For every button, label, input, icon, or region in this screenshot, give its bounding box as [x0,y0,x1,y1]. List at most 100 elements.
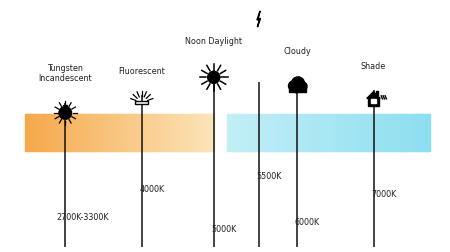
Bar [234,115,236,151]
Bar [236,115,238,151]
Bar [201,115,203,151]
Bar [209,115,211,151]
Bar [175,115,176,151]
Bar [93,115,94,151]
Bar [392,115,395,151]
Bar [279,115,282,151]
Bar [31,115,33,151]
Bar [148,115,150,151]
Bar [389,115,392,151]
Bar [288,115,290,151]
Bar [324,115,326,151]
Text: 6000K: 6000K [295,217,320,226]
Bar [134,115,135,151]
Bar [63,106,67,109]
Bar [229,115,231,151]
Bar [315,115,317,151]
Bar [94,115,96,151]
Bar [114,115,117,151]
Bar [373,115,374,151]
Bar [100,115,103,151]
Bar [189,115,191,151]
Bar [322,115,324,151]
Bar [143,115,145,151]
Bar [414,115,417,151]
Bar [398,115,400,151]
Bar [163,115,166,151]
Bar [177,115,180,151]
Bar [410,115,412,151]
Bar [295,115,297,151]
Bar [374,115,376,151]
Text: 7000K: 7000K [371,189,396,198]
Bar [180,115,183,151]
Bar [256,115,258,151]
Text: 5000K: 5000K [212,224,237,233]
Bar [413,115,415,151]
Bar [290,115,292,151]
Bar [378,115,380,151]
Bar [44,115,46,151]
Bar [99,115,101,151]
Bar [376,115,378,151]
Bar [405,115,407,151]
Bar [81,115,84,151]
Bar [113,115,115,151]
Bar [263,115,265,151]
Bar [371,100,376,104]
Bar [286,115,288,151]
Bar [284,115,287,151]
Text: 2700K-3300K: 2700K-3300K [56,212,109,221]
Bar [416,115,418,151]
Bar [271,115,273,151]
Bar [305,115,307,151]
Bar [369,115,371,151]
Bar [25,115,27,151]
Bar [39,115,41,151]
Bar [69,115,71,151]
Bar [154,115,156,151]
Bar [88,115,90,151]
Bar [281,115,284,151]
Bar [248,115,250,151]
Bar [351,115,353,151]
Bar [30,115,32,151]
Bar [126,115,128,151]
Bar [187,115,189,151]
Bar [212,115,214,151]
Bar [97,115,99,151]
Bar [246,115,248,151]
Bar [173,115,175,151]
Bar [364,115,366,151]
Bar [300,115,302,151]
Bar [75,115,77,151]
Bar [302,115,304,151]
Text: Tungsten
Incandescent: Tungsten Incandescent [38,64,92,83]
Bar [190,115,192,151]
Bar [232,115,234,151]
Bar [381,115,383,151]
Bar [379,115,381,151]
Bar [122,115,125,151]
Bar [110,115,112,151]
Bar [251,115,253,151]
Bar [266,115,268,151]
Bar [32,115,35,151]
Bar [356,115,358,151]
Bar [261,115,263,151]
Bar [362,115,364,151]
Bar [156,115,158,151]
Bar [108,115,110,151]
Bar [138,115,140,151]
Bar [45,115,47,151]
Bar [63,115,65,151]
Bar [333,115,336,151]
Bar [293,115,295,151]
Polygon shape [257,12,261,28]
Circle shape [288,82,298,91]
Bar [37,115,40,151]
Bar [116,115,118,151]
Bar [196,115,198,151]
Bar [259,115,261,151]
Bar [346,115,347,151]
